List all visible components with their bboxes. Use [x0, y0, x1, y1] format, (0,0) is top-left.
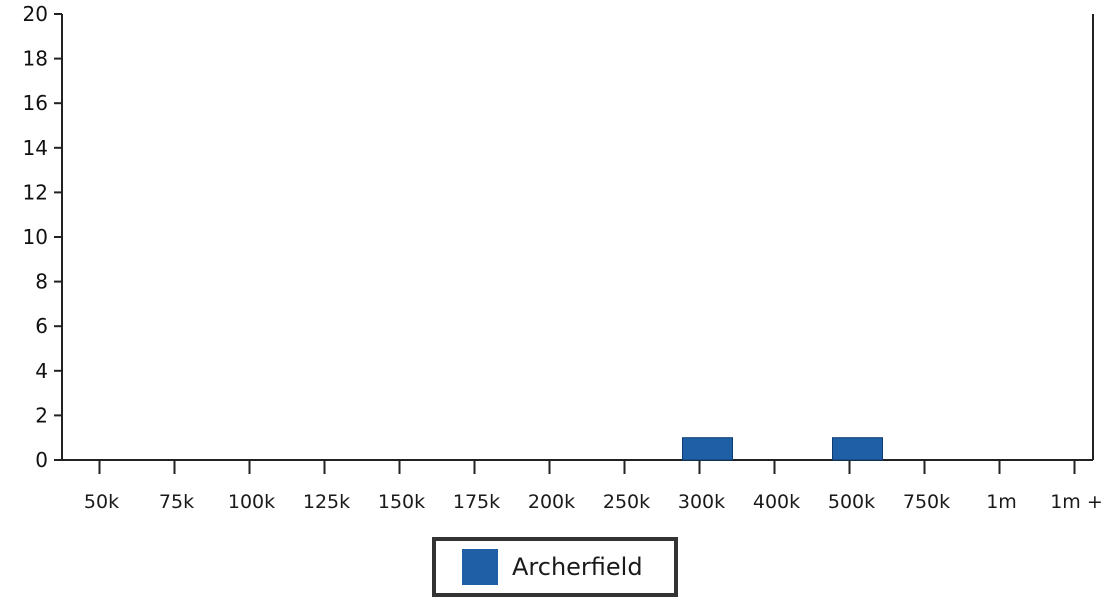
bars: [682, 437, 883, 461]
y-tick-label: 0: [35, 448, 48, 472]
x-tick-label: 100k: [228, 491, 275, 513]
x-tick-label: 300k: [678, 491, 725, 513]
y-tick-label: 6: [35, 314, 48, 338]
legend-swatch: [462, 549, 498, 585]
y-tick-label: 10: [23, 225, 48, 249]
x-tick-label: 125k: [303, 491, 350, 513]
x-tick-label: 175k: [453, 491, 500, 513]
x-tick-label: 1m +: [1050, 491, 1103, 513]
x-axis: 50k 75k 100k 125k 150k 175k 200k 250k 300k 400k 50…: [62, 459, 1103, 513]
bar: [682, 437, 733, 461]
legend-label: Archerfield: [512, 553, 643, 581]
legend: Archerfield: [432, 537, 678, 597]
x-tick-label: 200k: [528, 491, 575, 513]
bar: [832, 437, 883, 461]
x-tick-label: 250k: [603, 491, 650, 513]
y-tick-label: 2: [35, 403, 48, 427]
x-tick-label: 750k: [903, 491, 950, 513]
y-tick-label: 12: [23, 180, 48, 204]
y-tick-label: 4: [35, 359, 48, 383]
x-tick-label: 75k: [159, 491, 194, 513]
y-axis: 0 2 4 6 8 10 12 14 16 18 20: [23, 2, 1094, 472]
x-tick-label: 150k: [378, 491, 425, 513]
x-tick-label: 400k: [753, 491, 800, 513]
x-tick-label: 50k: [84, 491, 119, 513]
x-tick-label: 1m: [986, 491, 1017, 513]
y-tick-label: 16: [23, 91, 48, 115]
x-tick-label: 500k: [828, 491, 875, 513]
y-tick-label: 20: [23, 2, 48, 26]
y-tick-label: 14: [23, 136, 48, 160]
y-tick-label: 8: [35, 270, 48, 294]
y-tick-label: 18: [23, 47, 48, 71]
